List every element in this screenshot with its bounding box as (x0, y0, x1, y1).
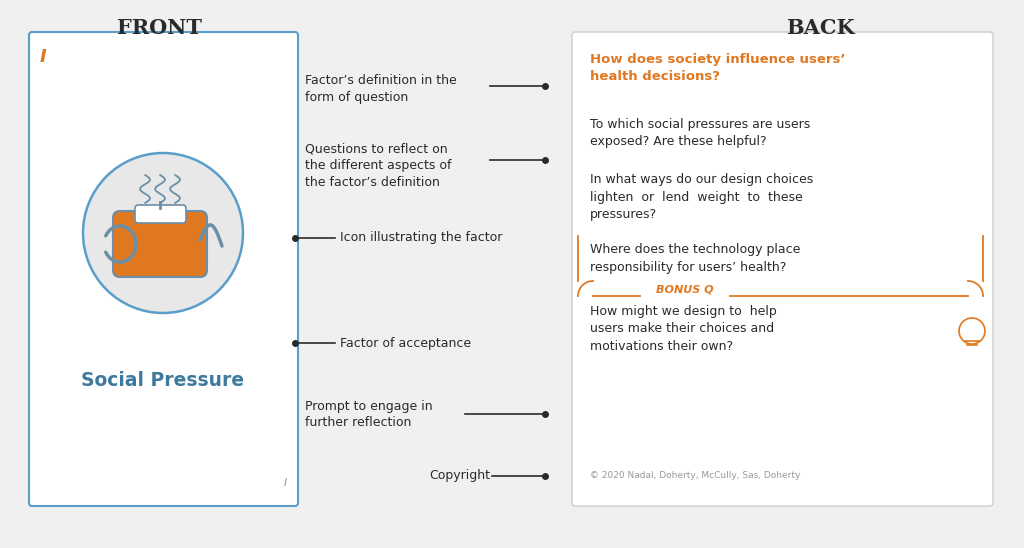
Text: To which social pressures are users
exposed? Are these helpful?: To which social pressures are users expo… (590, 118, 810, 149)
Text: Copyright: Copyright (429, 470, 490, 482)
FancyBboxPatch shape (572, 32, 993, 506)
FancyBboxPatch shape (135, 205, 186, 223)
FancyBboxPatch shape (113, 211, 207, 277)
Text: Social Pressure: Social Pressure (82, 370, 245, 390)
Text: FRONT: FRONT (118, 18, 203, 38)
Text: How does society influence users’
health decisions?: How does society influence users’ health… (590, 53, 846, 83)
Text: Factor of acceptance: Factor of acceptance (340, 336, 471, 350)
Text: In what ways do our design choices
lighten  or  lend  weight  to  these
pressure: In what ways do our design choices light… (590, 173, 813, 221)
Text: BONUS Q: BONUS Q (656, 284, 714, 294)
Text: Questions to reflect on
the different aspects of
the factor’s definition: Questions to reflect on the different as… (305, 143, 452, 189)
Text: Where does the technology place
responsibility for users’ health?: Where does the technology place responsi… (590, 243, 801, 273)
Text: I: I (40, 48, 47, 66)
Circle shape (83, 153, 243, 313)
Text: Icon illustrating the factor: Icon illustrating the factor (340, 231, 503, 244)
Text: Factor’s definition in the
form of question: Factor’s definition in the form of quest… (305, 74, 457, 104)
Text: I: I (284, 478, 287, 488)
FancyBboxPatch shape (29, 32, 298, 506)
Text: © 2020 Nadal, Doherty, McCully, Sas, Doherty: © 2020 Nadal, Doherty, McCully, Sas, Doh… (590, 471, 801, 480)
Text: BACK: BACK (785, 18, 854, 38)
Text: How might we design to  help
users make their choices and
motivations their own?: How might we design to help users make t… (590, 305, 777, 353)
Text: Prompt to engage in
further reflection: Prompt to engage in further reflection (305, 400, 432, 430)
